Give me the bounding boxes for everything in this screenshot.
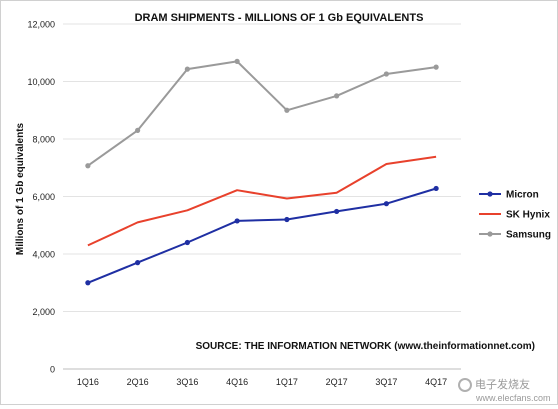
series-samsung bbox=[85, 58, 439, 169]
x-tick-label: 1Q16 bbox=[77, 377, 99, 387]
data-point bbox=[135, 127, 141, 133]
data-point bbox=[184, 66, 190, 72]
data-point bbox=[85, 280, 91, 286]
x-axis-ticks: 1Q16 2Q16 3Q16 4Q16 1Q17 2Q17 3Q17 4Q17 bbox=[77, 377, 447, 387]
data-point bbox=[234, 218, 240, 224]
x-tick-label: 4Q17 bbox=[425, 377, 447, 387]
data-point bbox=[184, 239, 190, 246]
data-point bbox=[433, 185, 439, 192]
y-tick-label: 2,000 bbox=[32, 307, 55, 317]
watermark-logo-icon bbox=[458, 378, 472, 393]
chart-title: DRAM SHIPMENTS - MILLIONS OF 1 Gb EQUIVA… bbox=[135, 12, 424, 24]
data-point bbox=[383, 201, 389, 207]
x-tick-label: 3Q17 bbox=[375, 377, 397, 387]
legend-label: SK Hynix bbox=[506, 210, 550, 221]
y-tick-label: 8,000 bbox=[32, 135, 55, 145]
data-point bbox=[383, 71, 389, 77]
y-tick-label: 6,000 bbox=[32, 192, 55, 202]
data-point bbox=[85, 163, 91, 169]
legend-marker bbox=[487, 231, 493, 237]
x-tick-label: 3Q16 bbox=[176, 377, 198, 387]
data-point bbox=[135, 260, 141, 266]
y-axis-ticks: 0 2,000 4,000 6,000 8,000 10,000 12,000 bbox=[27, 20, 55, 375]
y-tick-label: 12,000 bbox=[27, 20, 55, 30]
data-point bbox=[234, 58, 240, 64]
legend-label: Micron bbox=[506, 190, 539, 201]
y-axis-label: Millions of 1 Gb equivalents bbox=[15, 122, 26, 255]
source-note: SOURCE: THE INFORMATION NETWORK (www.the… bbox=[196, 341, 535, 352]
series-lines bbox=[85, 58, 439, 286]
x-tick-label: 1Q17 bbox=[276, 377, 298, 387]
watermark-url: www.elecfans.com bbox=[476, 393, 551, 404]
x-tick-label: 4Q16 bbox=[226, 377, 248, 387]
y-tick-label: 0 bbox=[50, 365, 55, 375]
watermark: 电子发烧友 www.elecfans.com bbox=[458, 376, 551, 404]
data-point bbox=[334, 208, 340, 215]
legend-item: Samsung bbox=[479, 230, 551, 241]
gridlines bbox=[63, 23, 461, 370]
data-point bbox=[284, 216, 290, 223]
x-tick-label: 2Q17 bbox=[326, 377, 348, 387]
legend-item: SK Hynix bbox=[479, 210, 550, 221]
data-point bbox=[284, 107, 290, 113]
series-line bbox=[87, 187, 437, 284]
legend-label: Samsung bbox=[506, 230, 551, 241]
legend-marker bbox=[487, 191, 493, 197]
series-line bbox=[87, 60, 437, 167]
y-tick-label: 4,000 bbox=[32, 250, 55, 260]
series-sk-hynix bbox=[87, 155, 437, 247]
series-line bbox=[87, 155, 437, 247]
y-tick-label: 10,000 bbox=[27, 77, 55, 87]
legend: Micron SK Hynix Samsung bbox=[479, 190, 551, 241]
data-point bbox=[334, 93, 340, 99]
series-micron bbox=[85, 185, 439, 286]
x-tick-label: 2Q16 bbox=[127, 377, 149, 387]
watermark-text: 电子发烧友 bbox=[475, 379, 530, 391]
data-point bbox=[433, 64, 439, 70]
legend-item: Micron bbox=[479, 190, 539, 201]
